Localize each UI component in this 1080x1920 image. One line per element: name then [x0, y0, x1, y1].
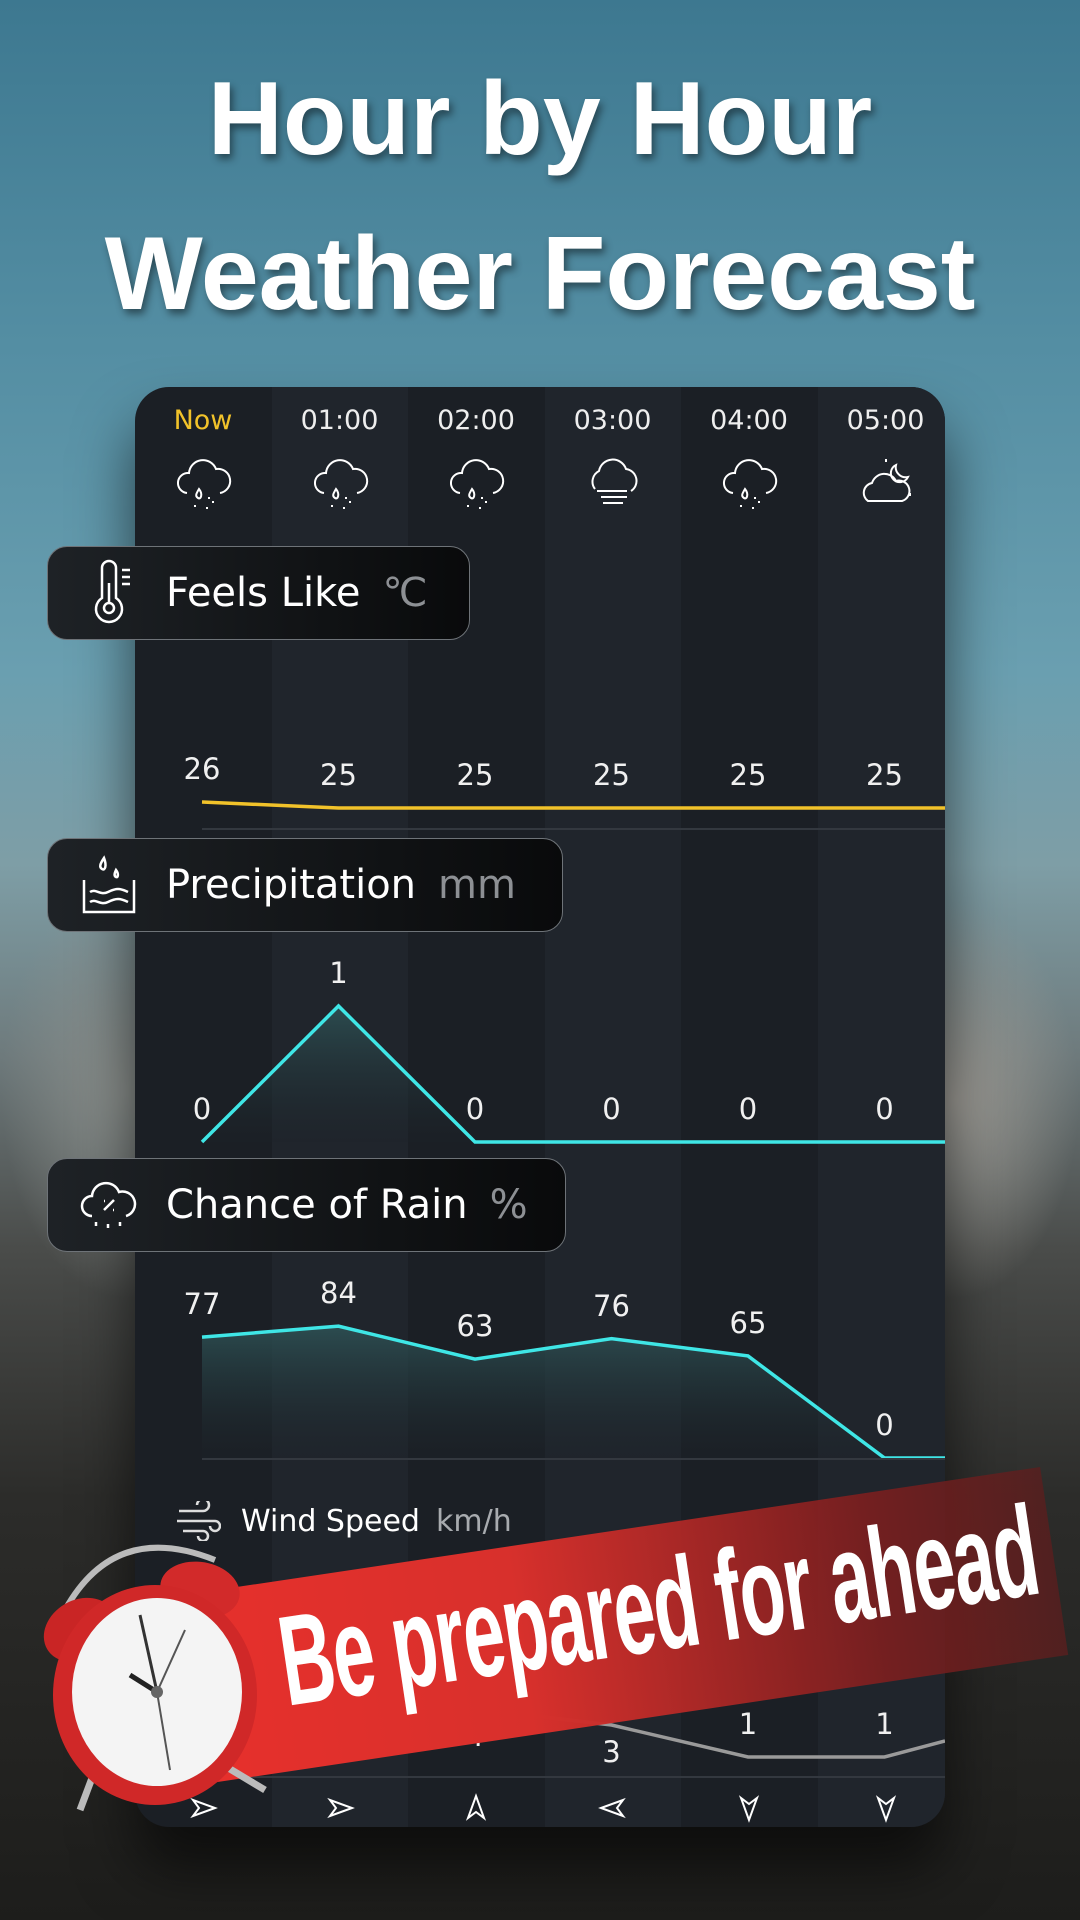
cloud-rain-icon — [723, 459, 778, 509]
hour-label: 01:00 — [300, 405, 379, 436]
cloud-rain-icon — [450, 459, 505, 509]
headline-line2: Weather Forecast — [104, 216, 976, 332]
arrow-east-icon — [190, 1797, 218, 1819]
precipitation-unit: mm — [438, 862, 516, 908]
wind-speed-title: Wind Speed — [241, 1503, 420, 1539]
divider — [202, 828, 945, 830]
wind-speed-unit: km/h — [435, 1503, 512, 1539]
feels_like-value: 25 — [729, 758, 767, 792]
divider — [202, 1776, 945, 1778]
chance-of-rain-title: Chance of Rain — [166, 1182, 468, 1228]
precipitation-value: 1 — [329, 956, 348, 990]
chance_of_rain-value: 0 — [875, 1408, 894, 1442]
alarm-clock-icon — [43, 1544, 267, 1812]
chance_of_rain-area — [202, 1326, 945, 1458]
feels_like-value: 25 — [866, 758, 903, 792]
chance_of_rain-value: 76 — [593, 1288, 630, 1323]
arrow-north-icon — [465, 1793, 487, 1821]
precipitation-value: 0 — [602, 1092, 621, 1126]
cloud-rain-icon — [313, 459, 368, 509]
feels-like-pill: Feels Like ℃ — [47, 546, 470, 640]
thermometer-icon — [94, 559, 130, 624]
divider — [202, 1458, 945, 1460]
precipitation-area — [202, 1006, 945, 1142]
feels_like-value: 25 — [593, 758, 630, 792]
rain-chance-icon — [80, 1181, 137, 1228]
precipitation-line — [200, 1003, 945, 1144]
wind_speed-value: 1 — [875, 1707, 894, 1741]
arrow-south-icon — [738, 1795, 760, 1823]
chance_of_rain-value: 65 — [729, 1305, 767, 1340]
cloud-fog-icon — [591, 458, 637, 504]
precipitation-pill: Precipitation mm — [47, 838, 563, 932]
hour-label: 03:00 — [573, 405, 652, 436]
wind_speed-value: 1 — [738, 1707, 758, 1741]
chance_of_rain-value: 77 — [183, 1287, 221, 1322]
chance-of-rain-unit: % — [489, 1182, 528, 1228]
precipitation-value: 0 — [192, 1092, 212, 1126]
hour-label: 04:00 — [710, 405, 788, 436]
feels_like-line — [201, 800, 945, 810]
headline-line1: Hour by Hour — [207, 61, 873, 177]
feels_like-value: 25 — [320, 758, 357, 792]
arrow-west-icon — [597, 1797, 626, 1819]
precipitation-title: Precipitation — [166, 862, 417, 908]
hour-column: 04:00 — [681, 387, 817, 1827]
arrow-south-icon — [875, 1795, 896, 1823]
hour-label: Now — [173, 405, 233, 436]
hour-column: 02:00 — [408, 387, 544, 1827]
precipitation-icon — [82, 855, 136, 914]
hour-label: 02:00 — [437, 405, 515, 436]
feels_like-value: 25 — [456, 758, 494, 792]
feels-like-title: Feels Like — [166, 570, 361, 616]
wind-icon — [177, 1501, 221, 1541]
wind-speed-header: Wind Speed km/h — [175, 1501, 512, 1541]
precipitation-value: 0 — [875, 1092, 894, 1126]
feels_like-value: 26 — [183, 752, 221, 786]
chance_of_rain-value: 63 — [456, 1309, 494, 1344]
chance_of_rain-value: 84 — [320, 1276, 357, 1311]
wind_speed-value: 3 — [602, 1735, 621, 1769]
cloud-rain-icon — [177, 459, 232, 509]
feels-like-unit: ℃ — [382, 570, 428, 616]
hour-column: Now — [135, 387, 271, 1827]
precipitation-value: 0 — [738, 1092, 758, 1126]
chance-of-rain-pill: Chance of Rain % — [47, 1158, 566, 1252]
hour-label: 05:00 — [846, 405, 925, 436]
cloud-moon-icon — [862, 459, 911, 502]
arrow-east-icon — [326, 1797, 355, 1819]
precipitation-value: 0 — [465, 1092, 485, 1126]
